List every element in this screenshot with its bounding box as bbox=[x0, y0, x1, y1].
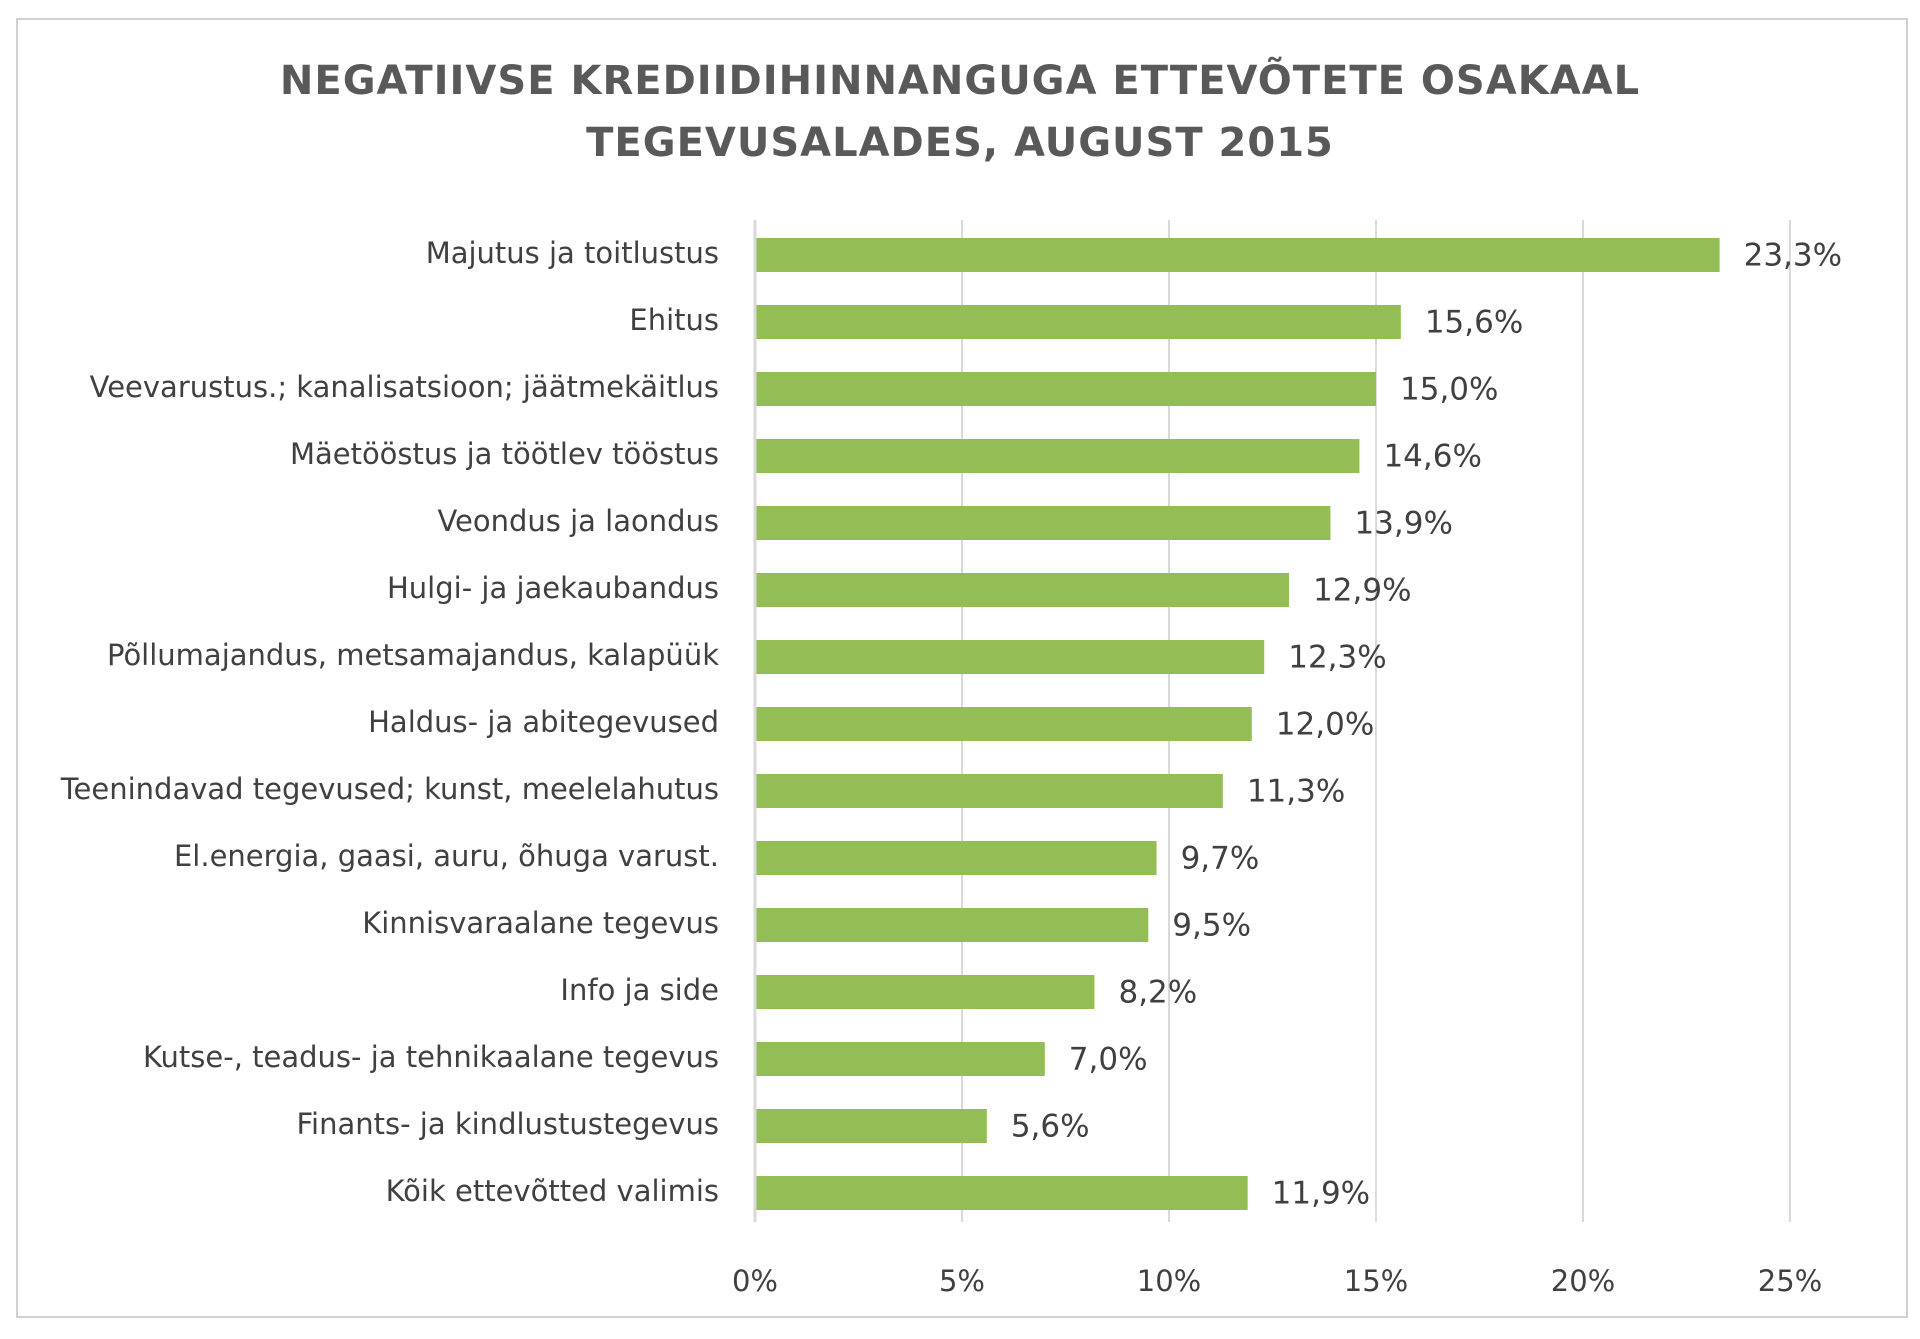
bar-13 bbox=[755, 1109, 987, 1143]
bar-14 bbox=[755, 1176, 1248, 1210]
value-label-10: 9,5% bbox=[1172, 908, 1251, 944]
category-label-8: Teenindavad tegevused; kunst, meelelahut… bbox=[60, 772, 719, 806]
value-label-4: 13,9% bbox=[1354, 506, 1452, 542]
value-label-6: 12,3% bbox=[1288, 640, 1386, 676]
bar-12 bbox=[755, 1042, 1045, 1076]
category-label-3: Mäetööstus ja töötlev tööstus bbox=[290, 437, 719, 471]
value-label-2: 15,0% bbox=[1400, 372, 1498, 408]
bar-8 bbox=[755, 774, 1223, 808]
category-label-12: Kutse-, teadus- ja tehnikaalane tegevus bbox=[143, 1040, 719, 1074]
x-tick-label-5: 25% bbox=[1758, 1264, 1822, 1298]
category-label-9: El.energia, gaasi, auru, õhuga varust. bbox=[174, 839, 719, 873]
bar-5 bbox=[755, 573, 1290, 607]
category-label-7: Haldus- ja abitegevused bbox=[368, 705, 719, 739]
category-label-5: Hulgi- ja jaekaubandus bbox=[387, 571, 719, 605]
bar-2 bbox=[755, 372, 1376, 406]
bar-3 bbox=[755, 439, 1360, 473]
bar-4 bbox=[755, 506, 1331, 540]
value-label-8: 11,3% bbox=[1247, 774, 1345, 810]
value-label-3: 14,6% bbox=[1383, 439, 1481, 475]
category-label-2: Veevarustus.; kanalisatsioon; jäätmekäit… bbox=[90, 370, 719, 404]
value-label-9: 9,7% bbox=[1181, 841, 1260, 877]
category-label-14: Kõik ettevõtted valimis bbox=[386, 1174, 719, 1208]
value-label-1: 15,6% bbox=[1425, 305, 1523, 341]
category-label-11: Info ja side bbox=[560, 973, 719, 1007]
value-label-5: 12,9% bbox=[1313, 573, 1411, 609]
category-label-10: Kinnisvaraalane tegevus bbox=[362, 906, 719, 940]
x-tick-label-1: 5% bbox=[939, 1264, 985, 1298]
x-tick-label-4: 20% bbox=[1551, 1264, 1615, 1298]
value-label-13: 5,6% bbox=[1011, 1109, 1090, 1145]
bar-9 bbox=[755, 841, 1157, 875]
bar-1 bbox=[755, 305, 1401, 339]
x-tick-label-3: 15% bbox=[1344, 1264, 1408, 1298]
chart-title: NEGATIIVSE KREDIIDIHINNANGUGA ETTEVÕTETE… bbox=[0, 50, 1920, 174]
value-label-7: 12,0% bbox=[1276, 707, 1374, 743]
category-label-4: Veondus ja laondus bbox=[437, 504, 719, 538]
value-label-0: 23,3% bbox=[1744, 238, 1842, 274]
bar-0 bbox=[755, 238, 1720, 272]
x-tick-label-2: 10% bbox=[1137, 1264, 1201, 1298]
category-label-13: Finants- ja kindlustustegevus bbox=[296, 1107, 719, 1141]
x-tick-label-0: 0% bbox=[732, 1264, 778, 1298]
value-label-12: 7,0% bbox=[1069, 1042, 1148, 1078]
bar-7 bbox=[755, 707, 1252, 741]
value-label-14: 11,9% bbox=[1272, 1176, 1370, 1212]
chart-title-line-1: NEGATIIVSE KREDIIDIHINNANGUGA ETTEVÕTETE… bbox=[279, 58, 1641, 104]
chart-title-line-2: TEGEVUSALADES, AUGUST 2015 bbox=[586, 120, 1334, 166]
bar-6 bbox=[755, 640, 1265, 674]
bar-11 bbox=[755, 975, 1095, 1009]
bar-10 bbox=[755, 908, 1149, 942]
category-label-1: Ehitus bbox=[629, 303, 719, 337]
category-label-6: Põllumajandus, metsamajandus, kalapüük bbox=[107, 638, 719, 672]
value-label-11: 8,2% bbox=[1118, 975, 1197, 1011]
category-label-0: Majutus ja toitlustus bbox=[426, 236, 719, 270]
